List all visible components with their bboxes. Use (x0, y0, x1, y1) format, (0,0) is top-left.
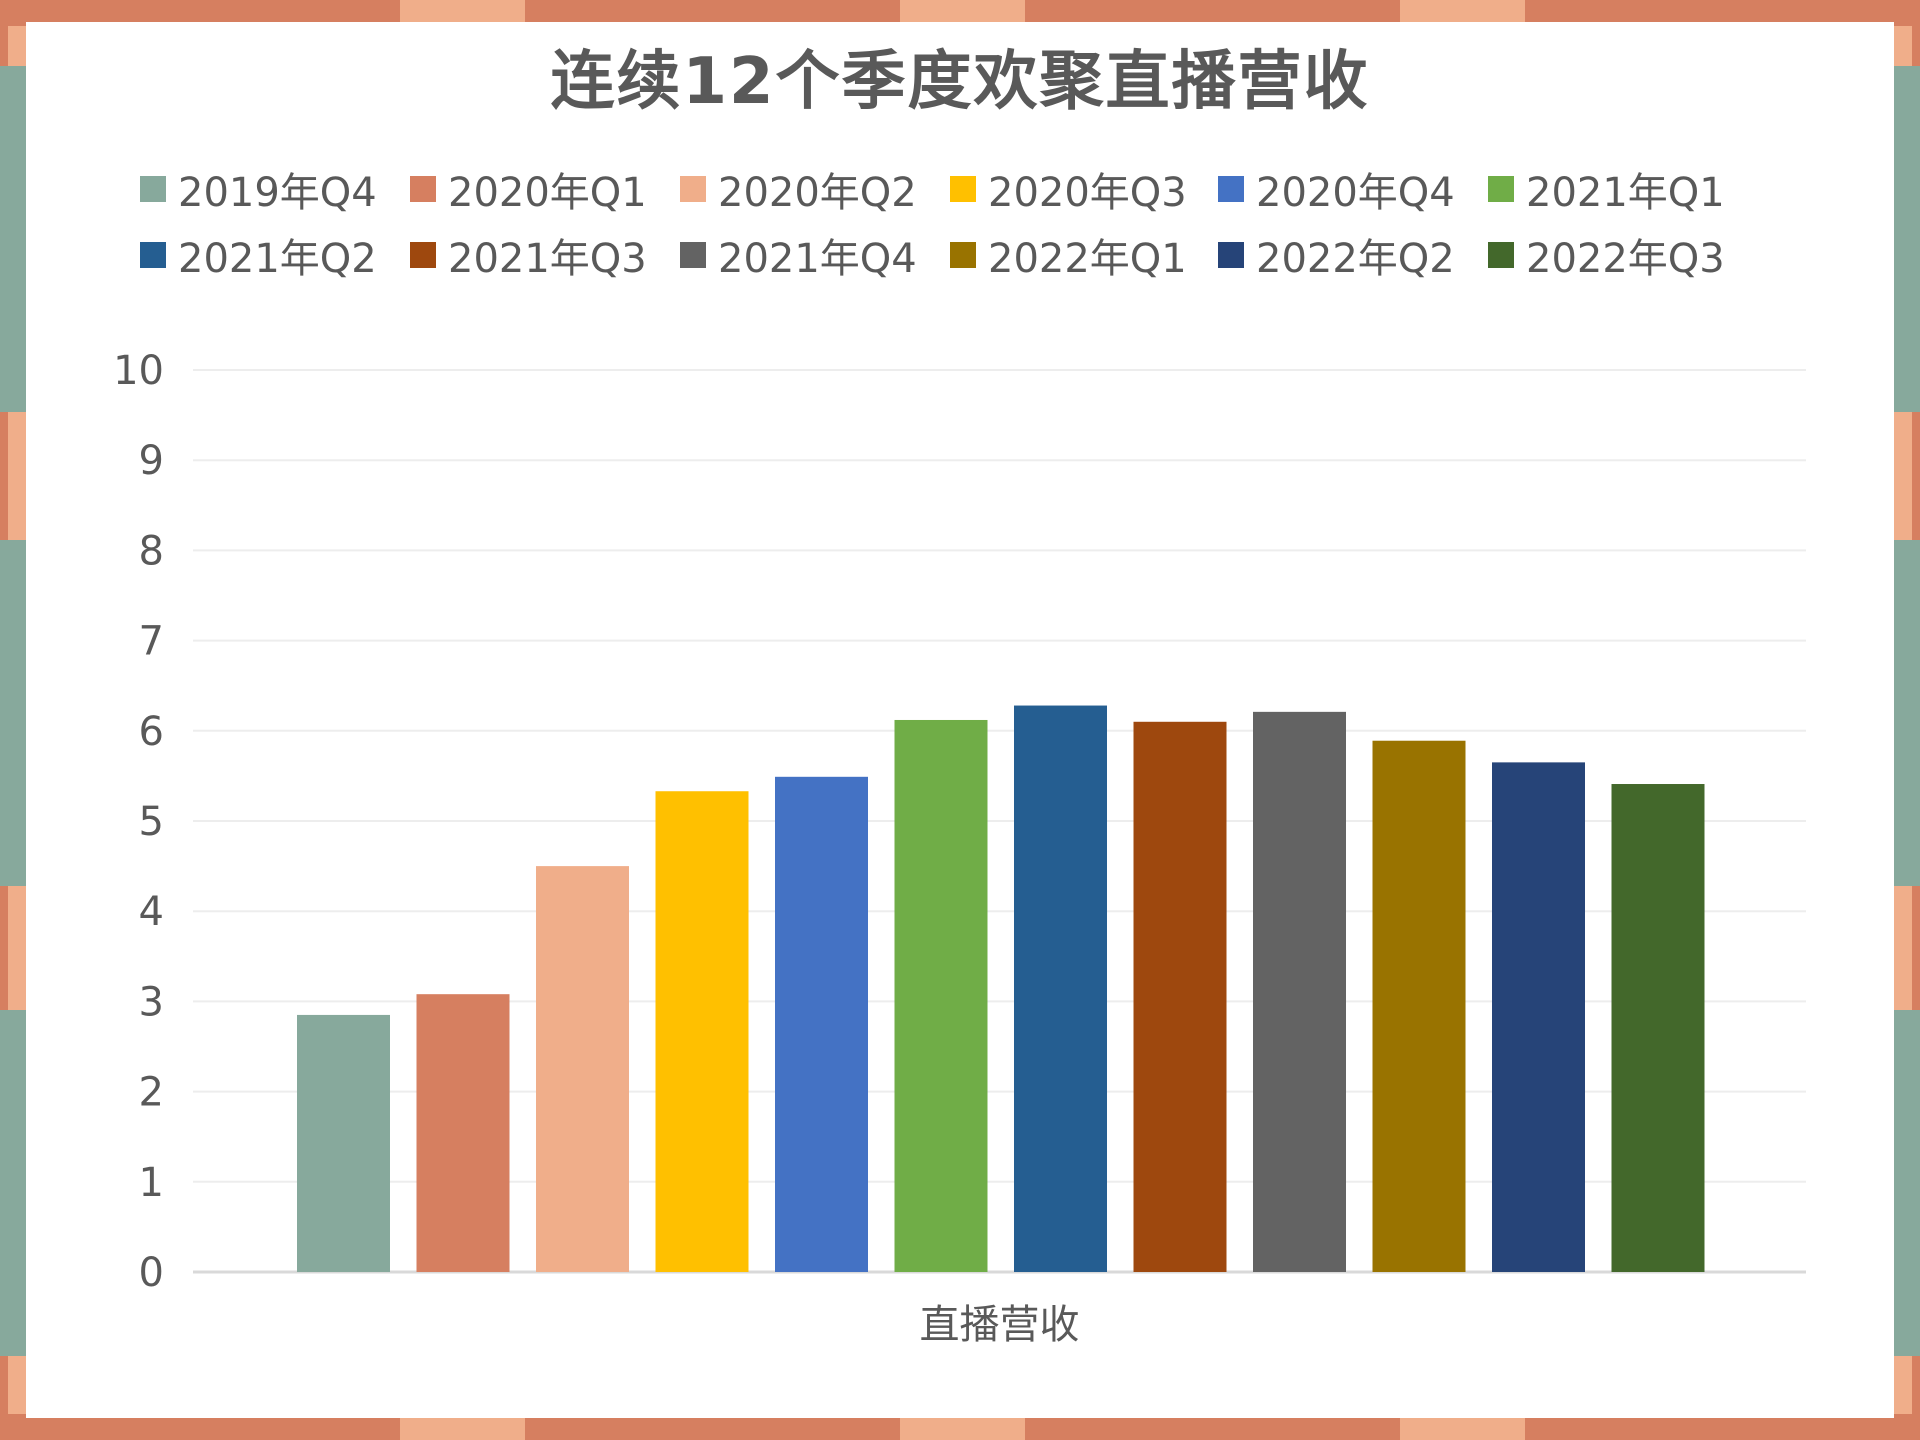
y-tick-label: 9 (139, 438, 164, 484)
frame-segment (1025, 0, 1400, 26)
legend-item: 2021年Q1 (1488, 164, 1725, 216)
bar (536, 866, 629, 1272)
y-tick-label: 3 (139, 979, 164, 1025)
y-tick-label: 10 (113, 348, 164, 394)
frame-segment (1525, 0, 1920, 26)
legend-item: 2022年Q1 (950, 230, 1187, 282)
frame-segment (0, 1414, 400, 1440)
bar (655, 791, 749, 1272)
bar (416, 994, 510, 1272)
legend-swatch (140, 242, 166, 268)
legend-item: 2021年Q2 (140, 230, 377, 282)
legend-label: 2020年Q2 (718, 170, 917, 216)
frame-segment (1525, 1414, 1920, 1440)
legend-item: 2022年Q3 (1488, 230, 1725, 282)
y-tick-label: 8 (139, 528, 164, 574)
legend-item: 2020年Q2 (680, 164, 917, 216)
y-tick-label: 7 (139, 619, 164, 665)
frame-segment (525, 1414, 900, 1440)
legend-item: 2021年Q3 (410, 230, 647, 282)
bar (775, 776, 868, 1272)
legend-label: 2021年Q1 (1526, 170, 1725, 216)
legend-item: 2020年Q3 (950, 164, 1187, 216)
legend-label: 2021年Q2 (178, 236, 377, 282)
y-tick-label: 0 (139, 1250, 164, 1296)
legend-label: 2021年Q3 (448, 236, 647, 282)
bar (1133, 721, 1227, 1272)
bar (1014, 705, 1107, 1272)
chart-title: 连续12个季度欢聚直播营收 (550, 45, 1370, 119)
legend-item: 2022年Q2 (1218, 230, 1455, 282)
legend-swatch (680, 242, 706, 268)
legend-swatch (1488, 176, 1514, 202)
legend-swatch (140, 176, 166, 202)
frame-segment (525, 0, 900, 26)
bar (1253, 711, 1346, 1272)
legend-item: 2020年Q1 (410, 164, 647, 216)
legend-label: 2020年Q4 (1256, 170, 1455, 216)
y-tick-label: 6 (139, 709, 164, 755)
legend-label: 2020年Q1 (448, 170, 647, 216)
legend-swatch (950, 176, 976, 202)
legend-swatch (1218, 242, 1244, 268)
bar (1492, 762, 1585, 1272)
bar (1372, 740, 1466, 1272)
legend-label: 2019年Q4 (178, 170, 377, 216)
frame-segment (1025, 1414, 1400, 1440)
legend-label: 2022年Q3 (1526, 236, 1725, 282)
legend-label: 2022年Q2 (1256, 236, 1455, 282)
legend-swatch (1218, 176, 1244, 202)
legend-label: 2020年Q3 (988, 170, 1187, 216)
legend-swatch (950, 242, 976, 268)
x-category-label: 直播营收 (920, 1302, 1080, 1348)
legend-swatch (410, 242, 436, 268)
y-tick-label: 2 (139, 1070, 164, 1116)
legend-swatch (680, 176, 706, 202)
bar (297, 1014, 390, 1272)
legend-item: 2021年Q4 (680, 230, 917, 282)
frame-segment (0, 0, 400, 26)
legend-swatch (1488, 242, 1514, 268)
y-tick-label: 5 (139, 799, 164, 845)
bar (894, 719, 988, 1272)
legend-label: 2022年Q1 (988, 236, 1187, 282)
bar (1611, 784, 1705, 1272)
legend-swatch (410, 176, 436, 202)
legend-item: 2019年Q4 (140, 164, 377, 216)
legend-label: 2021年Q4 (718, 236, 917, 282)
y-tick-label: 1 (139, 1160, 164, 1206)
y-tick-label: 4 (139, 889, 164, 935)
legend-item: 2020年Q4 (1218, 164, 1455, 216)
